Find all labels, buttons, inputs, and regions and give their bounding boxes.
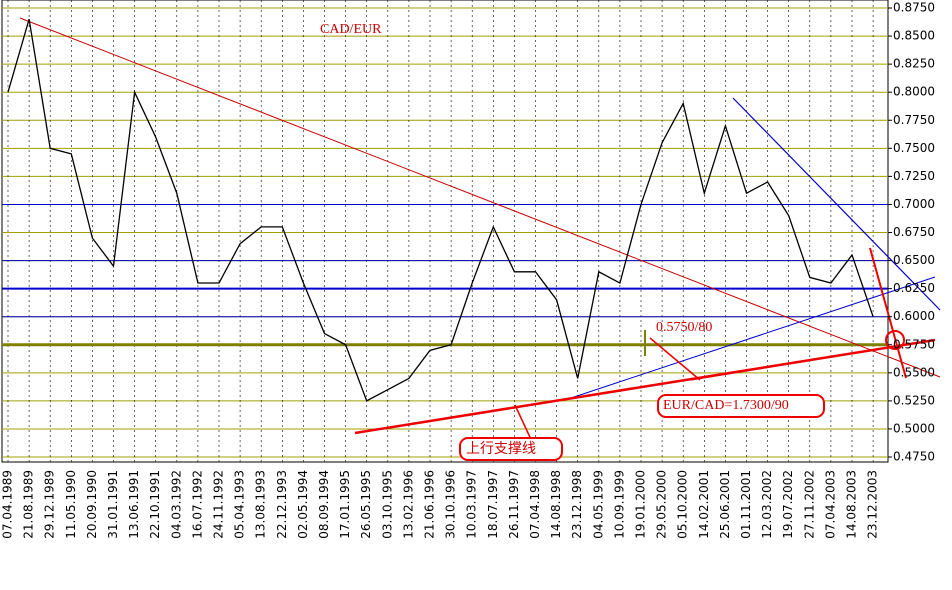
- trend-line: [869, 247, 907, 379]
- x-tick-label: 05.10.2000: [676, 470, 690, 539]
- annotation: 0.5750/80: [656, 320, 712, 335]
- annotation-box: [459, 437, 563, 461]
- highlight-circle: [885, 330, 905, 350]
- y-tick-label: 0.7250: [893, 169, 935, 183]
- x-tick-label: 18.07.1997: [486, 470, 500, 539]
- annotation: EUR/CAD=1.7300/90: [663, 398, 789, 413]
- x-tick-label: 13.08.1993: [254, 470, 268, 539]
- x-tick-label: 14.08.1998: [549, 470, 563, 539]
- y-tick-label: 0.5000: [893, 421, 935, 435]
- y-tick-label: 0.6750: [893, 225, 935, 239]
- x-tick-label: 16.07.1992: [190, 470, 204, 539]
- x-tick-label: 17.01.1995: [338, 470, 352, 539]
- x-tick-label: 21.06.1996: [423, 470, 437, 539]
- x-tick-label: 23.12.2003: [866, 470, 880, 539]
- x-tick-label: 03.10.1995: [380, 470, 394, 539]
- chart-title: CAD/EUR: [320, 22, 382, 37]
- y-tick-label: 0.4750: [893, 450, 935, 464]
- x-tick-label: 24.11.1992: [212, 470, 226, 539]
- x-tick-label: 19.07.2002: [781, 470, 795, 539]
- x-tick-label: 29.05.2000: [655, 470, 669, 539]
- x-tick-label: 13.06.1991: [127, 470, 141, 539]
- y-tick-label: 0.6250: [893, 281, 935, 295]
- x-tick-label: 07.04.2003: [823, 470, 837, 539]
- plot-frame: [1, 0, 889, 463]
- x-tick-label: 05.04.1993: [233, 470, 247, 539]
- x-tick-label: 07.04.1989: [1, 470, 15, 539]
- x-tick-label: 31.01.1991: [106, 470, 120, 539]
- x-tick-label: 10.09.1999: [612, 470, 626, 539]
- x-tick-label: 04.05.1999: [591, 470, 605, 539]
- y-tick-label: 0.5750: [893, 337, 935, 351]
- x-tick-label: 19.01.2000: [634, 470, 648, 539]
- y-tick-label: 0.8250: [893, 57, 935, 71]
- x-tick-label: 30.10.1996: [444, 470, 458, 539]
- x-tick-label: 23.12.1998: [570, 470, 584, 539]
- x-tick-label: 22.10.1991: [148, 470, 162, 539]
- trend-line: [732, 97, 941, 311]
- y-tick-label: 0.7000: [893, 197, 935, 211]
- x-tick-label: 07.04.1998: [528, 470, 542, 539]
- y-tick-label: 0.6000: [893, 309, 935, 323]
- y-tick-label: 0.5500: [893, 365, 935, 379]
- x-tick-label: 14.02.2001: [697, 470, 711, 539]
- x-tick-label: 10.03.1997: [465, 470, 479, 539]
- x-tick-label: 27.11.2002: [802, 470, 816, 539]
- x-tick-label: 20.09.1990: [85, 470, 99, 539]
- x-tick-label: 29.12.1989: [43, 470, 57, 539]
- x-tick-label: 12.03.2002: [760, 470, 774, 539]
- trend-line: [567, 276, 936, 400]
- x-tick-label: 11.05.1990: [64, 470, 78, 539]
- x-tick-label: 01.11.2001: [739, 470, 753, 539]
- y-tick-label: 0.8500: [893, 29, 935, 43]
- annotation-box: [657, 394, 825, 418]
- x-tick-label: 25.06.2001: [718, 470, 732, 539]
- price-line: [7, 19, 874, 402]
- y-tick-label: 0.5250: [893, 393, 935, 407]
- x-tick-label: 26.05.1995: [359, 470, 373, 539]
- x-tick-label: 22.12.1993: [275, 470, 289, 539]
- y-tick-label: 0.7750: [893, 113, 935, 127]
- x-tick-label: 14.08.2003: [845, 470, 859, 539]
- x-tick-label: 21.08.1989: [22, 470, 36, 539]
- y-tick-label: 0.8750: [893, 1, 935, 15]
- trend-line: [19, 17, 941, 378]
- x-tick-label: 26.11.1997: [507, 470, 521, 539]
- x-tick-label: 13.02.1996: [401, 470, 415, 539]
- x-tick-label: 04.03.1992: [169, 470, 183, 539]
- annotation: 上行支撑线: [466, 441, 536, 457]
- y-tick-label: 0.6500: [893, 253, 935, 267]
- x-tick-label: 02.05.1994: [296, 470, 310, 539]
- y-tick-label: 0.7500: [893, 141, 935, 155]
- y-tick-label: 0.8000: [893, 85, 935, 99]
- x-tick-label: 08.09.1994: [317, 470, 331, 539]
